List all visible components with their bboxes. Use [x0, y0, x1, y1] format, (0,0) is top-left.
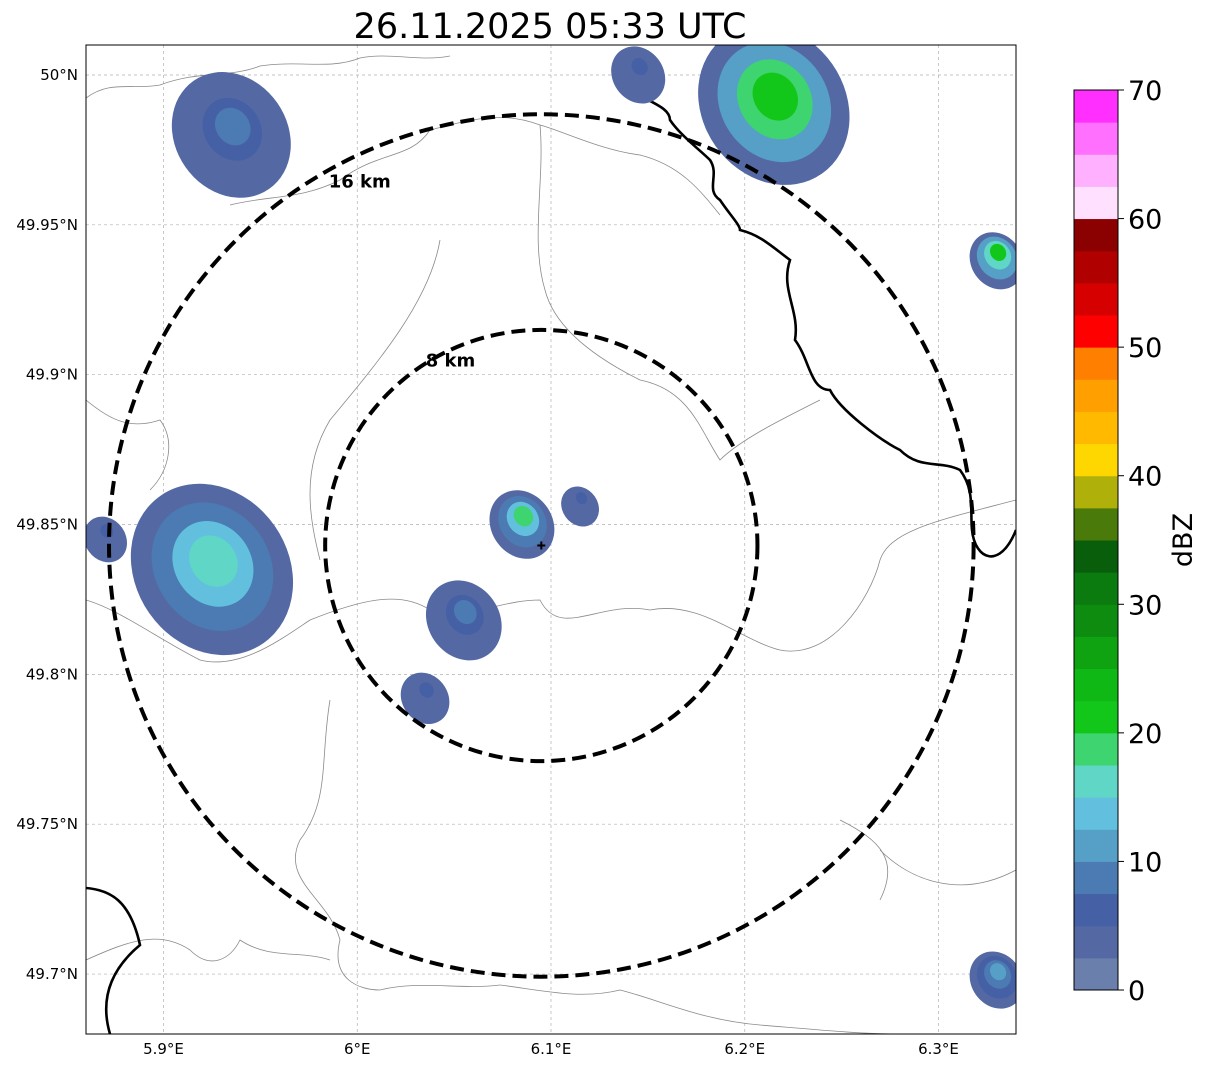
lat-tick-label: 49.95°N — [16, 216, 78, 234]
colorbar-swatch — [1074, 282, 1118, 316]
colorbar-swatch — [1074, 411, 1118, 445]
range-ring-label: 8 km — [426, 351, 476, 372]
colorbar-tick-label: 30 — [1128, 590, 1162, 621]
latitude-ticks: 50°N 49.95°N 49.9°N 49.85°N 49.8°N 49.75°N 49.… — [16, 66, 78, 983]
map-frame — [85, 44, 1017, 1035]
chart-title: 26.11.2025 05:33 UTC — [354, 7, 747, 47]
colorbar-swatch — [1074, 700, 1118, 734]
radar-echo-sw-cell — [425, 580, 502, 661]
colorbar-swatch — [1074, 154, 1118, 187]
colorbar-swatch — [1074, 732, 1118, 766]
range-ring — [323, 327, 760, 764]
radar-center-marker — [537, 541, 546, 550]
colorbar-swatch — [1074, 250, 1118, 284]
colorbar-swatch — [1074, 636, 1118, 670]
radar-echo-center-cell — [489, 490, 555, 559]
radar-echo-east-cell — [969, 232, 1016, 290]
colorbar-tick-label: 0 — [1128, 976, 1145, 1007]
colorbar-tick-label: 20 — [1128, 719, 1162, 750]
colorbar-swatch — [1074, 893, 1118, 927]
colorbar-swatch — [1074, 572, 1118, 605]
colorbar-swatch — [1074, 829, 1118, 862]
lon-tick-label: 6.2°E — [724, 1040, 765, 1058]
radar-echo-center-east — [561, 486, 599, 527]
colorbar-swatch — [1074, 604, 1118, 637]
colorbar-swatch — [1074, 507, 1118, 541]
colorbar-swatch — [1074, 90, 1118, 123]
radar-echo-se-cell — [969, 951, 1016, 1009]
lat-tick-label: 49.9°N — [26, 366, 78, 384]
radar-echo-nw-cell — [171, 72, 291, 198]
colorbar-swatch — [1074, 925, 1118, 959]
range-rings — [107, 112, 976, 979]
colorbar-label: dBZ — [1168, 513, 1199, 567]
lat-tick-label: 50°N — [40, 66, 78, 84]
lon-tick-label: 6.1°E — [531, 1040, 572, 1058]
radar-echo-w-cell — [130, 483, 294, 656]
colorbar-tick-label: 10 — [1128, 847, 1162, 878]
lat-tick-label: 49.85°N — [16, 516, 78, 534]
colorbar-swatch — [1074, 122, 1118, 155]
colorbar-swatch — [1074, 186, 1118, 220]
range-ring — [107, 112, 976, 979]
colorbar-swatch — [1074, 861, 1118, 895]
lat-tick-label: 49.8°N — [26, 665, 78, 683]
map-area[interactable]: 8 km 16 km — [75, 0, 1035, 1034]
lon-tick-label: 5.9°E — [143, 1040, 184, 1058]
colorbar-tick-label: 40 — [1128, 462, 1162, 493]
longitude-ticks: 5.9°E 6°E 6.1°E 6.2°E 6.3°E — [143, 1040, 959, 1058]
colorbar-swatch — [1074, 443, 1118, 477]
colorbar-swatch — [1074, 218, 1118, 252]
lat-tick-label: 49.75°N — [16, 815, 78, 833]
colorbar-swatch — [1074, 765, 1118, 798]
lon-tick-label: 6°E — [344, 1040, 371, 1058]
colorbar-tick-label: 70 — [1128, 76, 1162, 107]
radar-echo-ne-small — [611, 46, 666, 104]
radar-echoes — [86, 45, 1016, 1009]
colorbar-swatch — [1074, 347, 1118, 380]
lat-tick-label: 49.7°N — [26, 965, 78, 983]
admin-boundaries — [86, 55, 1016, 1034]
colorbar-swatch — [1074, 957, 1118, 991]
radar-echo-ne-cell — [698, 45, 850, 185]
colorbar-swatch — [1074, 379, 1118, 412]
colorbar-swatch — [1074, 797, 1118, 830]
colorbar: 0 10 20 30 40 50 60 70 — [1073, 76, 1162, 1007]
colorbar-swatch — [1074, 540, 1118, 573]
colorbar-tick-label: 50 — [1128, 333, 1162, 364]
country-borders — [86, 49, 1016, 1034]
lon-tick-label: 6.3°E — [918, 1040, 959, 1058]
colorbar-tick-label: 60 — [1128, 205, 1162, 236]
range-ring-label: 16 km — [329, 172, 391, 193]
radar-echo-s-cell — [400, 672, 450, 725]
colorbar-swatch — [1074, 315, 1118, 348]
colorbar-swatch — [1074, 475, 1118, 509]
colorbar-swatch — [1074, 668, 1118, 702]
